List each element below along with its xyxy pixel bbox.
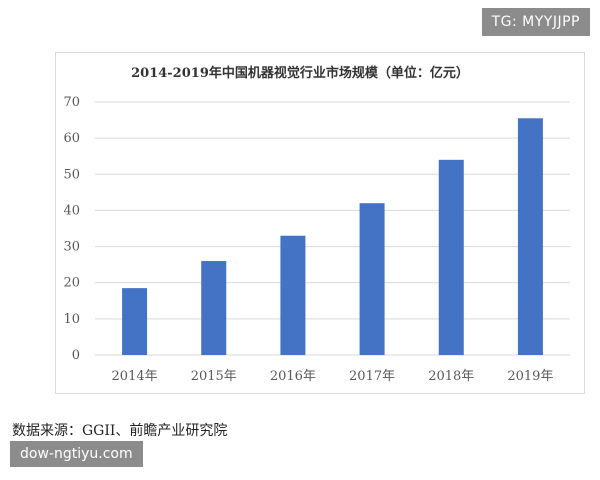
y-tick-label-1: 10 bbox=[63, 312, 80, 327]
bar-4 bbox=[438, 159, 464, 355]
bar-2 bbox=[280, 235, 306, 355]
y-tick-label-7: 70 bbox=[63, 95, 80, 110]
watermark-tg-label: TG: MYYJJPP bbox=[481, 8, 590, 36]
bar-3 bbox=[359, 203, 385, 355]
watermark-site-label: dow-ngtiyu.com bbox=[10, 441, 143, 467]
source-caption: 数据来源：GGII、前瞻产业研究院 bbox=[12, 423, 228, 439]
y-tick-label-6: 60 bbox=[63, 131, 80, 146]
bar-0 bbox=[122, 288, 148, 355]
y-tick-label-5: 50 bbox=[63, 167, 80, 182]
x-tick-label-0: 2014年 bbox=[112, 369, 158, 384]
chart-title: 2014-2019年中国机器视觉行业市场规模（单位：亿元） bbox=[131, 66, 469, 81]
y-tick-label-0: 0 bbox=[72, 348, 80, 363]
x-tick-label-4: 2018年 bbox=[428, 369, 474, 384]
x-tick-label-5: 2019年 bbox=[507, 369, 553, 384]
bar-1 bbox=[201, 261, 227, 355]
x-tick-label-1: 2015年 bbox=[191, 369, 237, 384]
y-tick-label-2: 20 bbox=[63, 276, 80, 291]
x-tick-label-2: 2016年 bbox=[270, 369, 316, 384]
y-tick-label-4: 40 bbox=[63, 203, 80, 218]
bar-5 bbox=[517, 118, 543, 355]
y-tick-label-3: 30 bbox=[63, 240, 80, 255]
x-tick-label-3: 2017年 bbox=[349, 369, 395, 384]
